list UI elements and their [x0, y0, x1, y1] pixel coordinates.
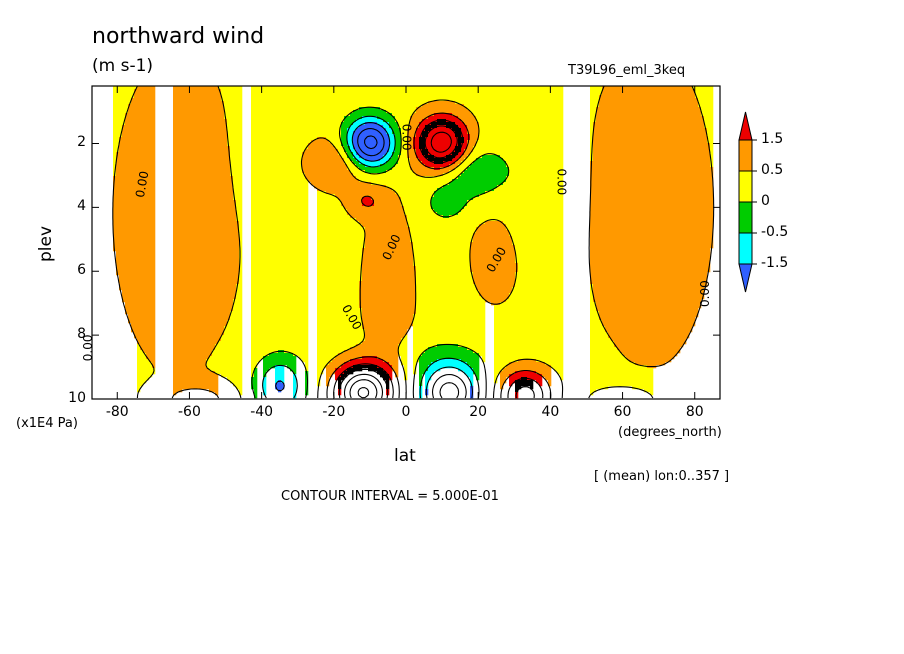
y-tick-label: 10	[68, 390, 86, 406]
contour-label: 0.00	[133, 170, 151, 199]
colorbar-label: -1.5	[761, 255, 789, 271]
y-tick-label: 8	[77, 326, 86, 343]
mean-footnote: [ (mean) lon:0..357 ]	[594, 469, 730, 484]
dataset-label: T39L96_eml_3keq	[568, 63, 686, 78]
contour-line	[357, 127, 467, 399]
colorbar-label: 1.5	[761, 131, 784, 147]
contour-line	[112, 85, 715, 399]
chart-title: northward wind	[92, 24, 265, 49]
y-tick-label: 2	[77, 134, 86, 151]
colorbar-label: 0.5	[761, 162, 784, 178]
contour-label: 0.00	[399, 124, 413, 151]
contour-line	[364, 135, 460, 399]
x-tick-label: 80	[685, 404, 704, 420]
contour-label: 0.00	[698, 280, 712, 307]
contour-label: 0.00	[555, 168, 569, 195]
x-tick-label: 20	[469, 404, 488, 420]
x-tick-label: 0	[401, 404, 411, 420]
y-tick-label: 6	[77, 262, 86, 279]
contour-line	[349, 379, 378, 399]
chart-units: (m s-1)	[92, 56, 154, 76]
x-tick-label: -40	[250, 404, 274, 420]
contour-line	[262, 115, 480, 399]
colorbar-label: 0	[761, 193, 770, 209]
colorbar-label: -0.5	[761, 224, 789, 240]
x-tick-label: 60	[613, 404, 632, 420]
x-tick-label: -20	[322, 404, 346, 420]
x-axis-label: lat	[394, 446, 416, 466]
colorbar-bottom-arrow	[738, 263, 753, 293]
y-axis-units: (x1E4 Pa)	[16, 416, 78, 431]
contour-line	[251, 106, 654, 399]
colorbar-segment	[738, 170, 753, 203]
colorbar-segment	[738, 139, 753, 172]
x-tick-label: -60	[178, 404, 201, 420]
contour-line	[338, 125, 535, 399]
x-tick-label: 40	[541, 404, 560, 420]
colorbar-segment	[738, 201, 753, 234]
contour-interval-label: CONTOUR INTERVAL = 5.000E-01	[281, 489, 499, 504]
contour-line	[343, 131, 452, 399]
y-tick-label: 4	[77, 198, 86, 215]
contour-line	[275, 122, 474, 399]
contour-line	[357, 387, 370, 399]
contour-line	[171, 112, 552, 399]
colorbar-top-arrow	[738, 111, 753, 141]
contour-line	[333, 119, 544, 399]
y-axis-label: plev	[36, 225, 56, 262]
x-tick-label: -80	[105, 404, 129, 420]
x-axis-units: (degrees_north)	[618, 425, 722, 440]
colorbar-segment	[738, 232, 753, 265]
